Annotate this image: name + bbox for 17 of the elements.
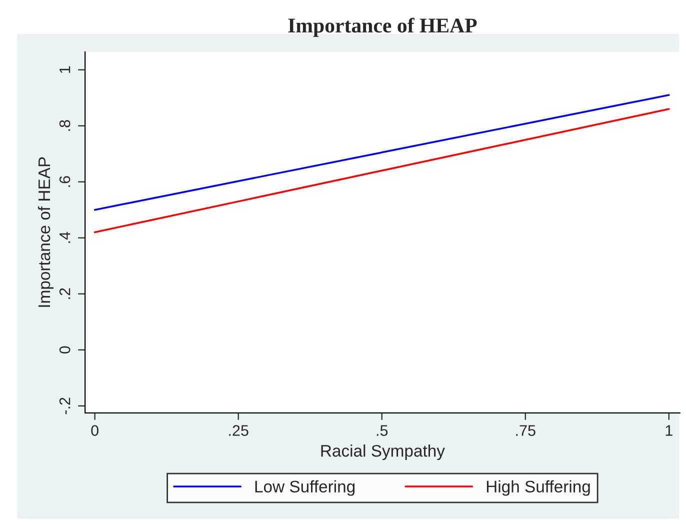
x-tick-label: 0: [91, 425, 98, 436]
legend-label: High Suffering: [486, 480, 590, 496]
y-tick-label: -.2: [59, 398, 70, 414]
y-tick-label: .4: [60, 232, 70, 243]
x-tick-label: .75: [516, 425, 536, 436]
x-axis-title: Racial Sympathy: [321, 444, 445, 460]
y-axis-title: Importance of HEAP: [38, 157, 54, 307]
x-tick-label: .5: [376, 425, 388, 436]
legend-label: Low Suffering: [255, 480, 355, 496]
y-tick-label: .8: [59, 120, 70, 131]
y-tick-label: .6: [59, 176, 70, 187]
y-tick-label: 1: [60, 66, 70, 73]
y-tick-label: .2: [59, 288, 70, 299]
x-tick-label: .25: [229, 425, 248, 436]
y-tick-label: 0: [59, 346, 70, 354]
x-tick-label: 1: [666, 425, 672, 436]
chart-title: Importance of HEAP: [288, 18, 477, 37]
